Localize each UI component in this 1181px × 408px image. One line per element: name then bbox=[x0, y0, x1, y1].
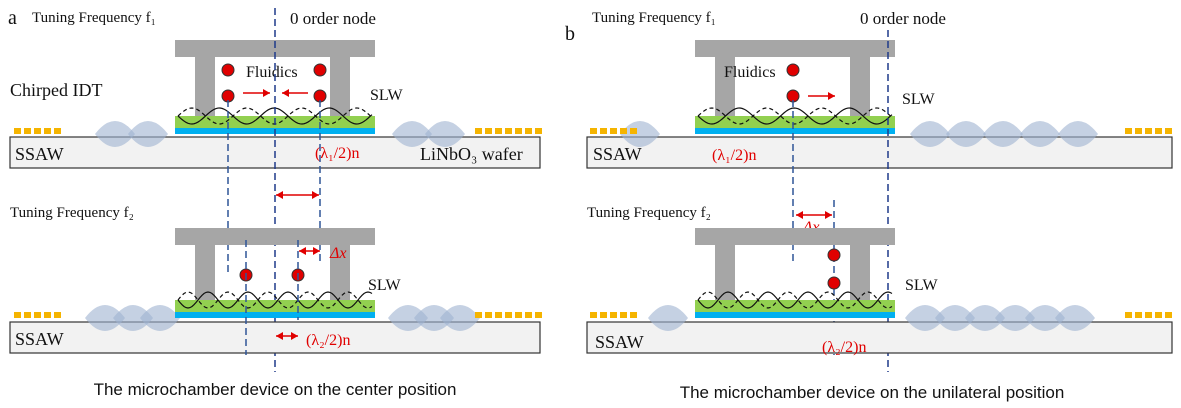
arrow-head bbox=[828, 92, 835, 100]
idt-finger bbox=[515, 312, 522, 318]
green-layer bbox=[695, 300, 895, 312]
idt-finger bbox=[1135, 312, 1142, 318]
node-label: 0 order node bbox=[860, 9, 946, 28]
idt-finger bbox=[495, 312, 502, 318]
idt-finger bbox=[525, 312, 532, 318]
idt-finger bbox=[590, 312, 597, 318]
arrow-head bbox=[313, 247, 320, 255]
arrow-head bbox=[299, 247, 306, 255]
particle bbox=[222, 64, 234, 76]
lambda: (λ₂/2)n bbox=[822, 339, 866, 356]
slw: SLW bbox=[370, 87, 403, 104]
idt-finger bbox=[24, 312, 31, 318]
panel-label: a bbox=[8, 7, 17, 29]
arrow-head bbox=[312, 191, 319, 199]
fluidics: Fluidics bbox=[246, 64, 298, 81]
idt-label: Chirped IDT bbox=[10, 80, 102, 100]
idt-finger bbox=[505, 312, 512, 318]
idt-finger bbox=[535, 128, 542, 134]
fluidics: Fluidics bbox=[724, 64, 776, 81]
idt-finger bbox=[1135, 128, 1142, 134]
idt-finger bbox=[610, 128, 617, 134]
idt-finger bbox=[1155, 128, 1162, 134]
idt-finger bbox=[1125, 128, 1132, 134]
particle bbox=[828, 277, 840, 289]
idt-finger bbox=[54, 312, 61, 318]
idt-finger bbox=[1125, 312, 1132, 318]
panel-label: b bbox=[565, 23, 575, 45]
blue-layer bbox=[175, 312, 375, 318]
idt-finger bbox=[54, 128, 61, 134]
arrow-head bbox=[276, 191, 283, 199]
blue-layer bbox=[695, 312, 895, 318]
chamber-leg bbox=[850, 57, 870, 119]
lambda: (λ₂/2)n bbox=[306, 332, 350, 349]
idt-finger bbox=[1155, 312, 1162, 318]
idt-finger bbox=[485, 312, 492, 318]
ssaw: SSAW bbox=[15, 144, 64, 164]
idt-finger bbox=[1165, 128, 1172, 134]
chamber-leg bbox=[330, 57, 350, 119]
idt-finger bbox=[24, 128, 31, 134]
idt-finger bbox=[630, 128, 637, 134]
idt-finger bbox=[535, 312, 542, 318]
node-label: 0 order node bbox=[290, 9, 376, 28]
idt-finger bbox=[1145, 312, 1152, 318]
frequency: Tuning Frequency f₁ bbox=[592, 10, 716, 26]
ssaw: SSAW bbox=[15, 329, 64, 349]
idt-finger bbox=[525, 128, 532, 134]
idt-finger bbox=[14, 128, 21, 134]
frequency: Tuning Frequency f₁ bbox=[32, 10, 156, 26]
idt-finger bbox=[620, 312, 627, 318]
idt-finger bbox=[44, 128, 51, 134]
wafer: LiNbO₃ wafer bbox=[420, 144, 523, 164]
caption: The microchamber device on the unilatera… bbox=[680, 383, 1065, 402]
slw: SLW bbox=[902, 91, 935, 108]
particle bbox=[828, 249, 840, 261]
idt-finger bbox=[630, 312, 637, 318]
particle bbox=[787, 64, 799, 76]
idt-finger bbox=[34, 312, 41, 318]
delta: Δx bbox=[329, 245, 347, 262]
idt-finger bbox=[475, 128, 482, 134]
ssaw: SSAW bbox=[595, 332, 644, 352]
idt-finger bbox=[495, 128, 502, 134]
chamber-top bbox=[695, 228, 895, 245]
idt-finger bbox=[1165, 312, 1172, 318]
idt-finger bbox=[475, 312, 482, 318]
arrow-head bbox=[263, 89, 270, 97]
arrow-head bbox=[282, 89, 289, 97]
idt-finger bbox=[610, 312, 617, 318]
idt-finger bbox=[44, 312, 51, 318]
caption: The microchamber device on the center po… bbox=[94, 380, 457, 399]
idt-finger bbox=[485, 128, 492, 134]
idt-finger bbox=[1145, 128, 1152, 134]
chamber-top bbox=[695, 40, 895, 57]
chamber-top bbox=[175, 228, 375, 245]
arrow-head bbox=[796, 211, 803, 219]
frequency: Tuning Frequency f₂ bbox=[10, 205, 134, 221]
idt-finger bbox=[590, 128, 597, 134]
idt-finger bbox=[515, 128, 522, 134]
idt-finger bbox=[600, 128, 607, 134]
particle bbox=[314, 64, 326, 76]
blue-layer bbox=[695, 128, 895, 134]
arrow-head bbox=[825, 211, 832, 219]
idt-finger bbox=[505, 128, 512, 134]
lambda: (λ₁/2)n bbox=[315, 145, 359, 162]
frequency: Tuning Frequency f₂ bbox=[587, 205, 711, 221]
idt-finger bbox=[14, 312, 21, 318]
green-layer bbox=[175, 300, 375, 312]
lambda: (λ₁/2)n bbox=[712, 147, 756, 164]
slw: SLW bbox=[905, 277, 938, 294]
idt-finger bbox=[600, 312, 607, 318]
idt-finger bbox=[620, 128, 627, 134]
figure: a Tuning Frequency f₁ 0 order node Chirped … bbox=[0, 0, 1181, 408]
ssaw: SSAW bbox=[593, 144, 642, 164]
idt-finger bbox=[34, 128, 41, 134]
slw: SLW bbox=[368, 277, 401, 294]
